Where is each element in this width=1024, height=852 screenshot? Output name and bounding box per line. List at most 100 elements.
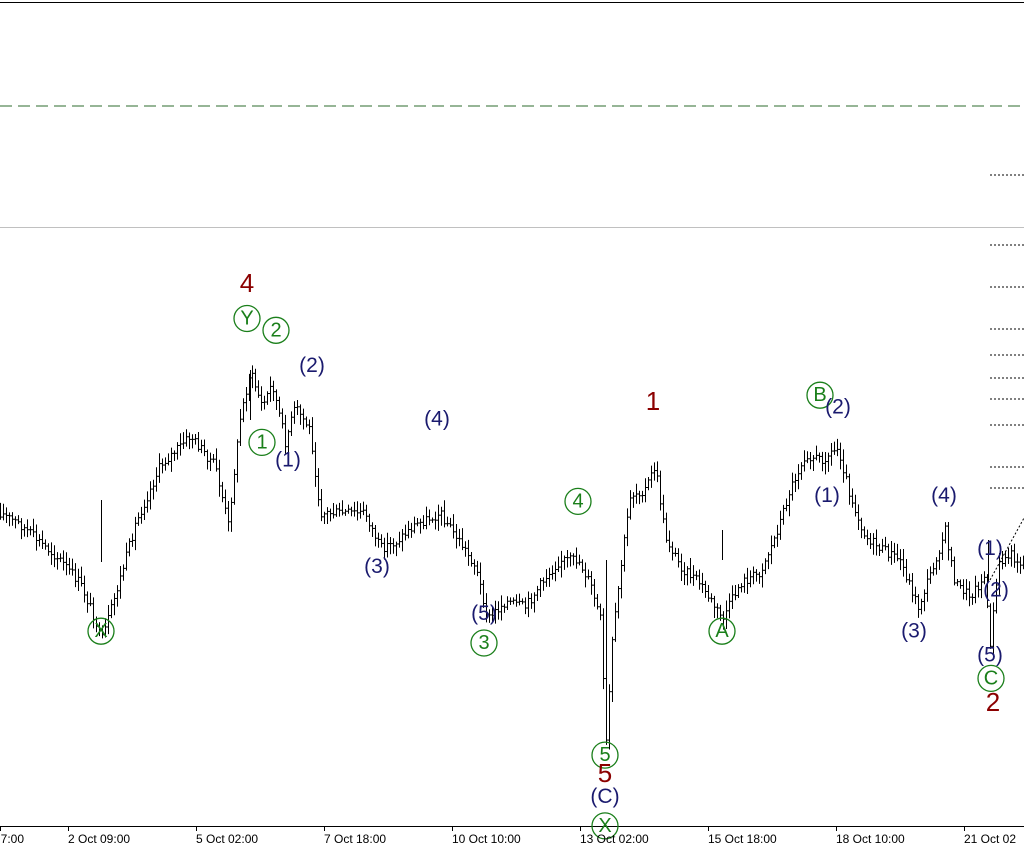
price-bar [815, 445, 818, 461]
price-bar [26, 519, 29, 538]
price-bar [146, 491, 149, 513]
price-bar [584, 562, 587, 588]
price-bar [1016, 553, 1019, 573]
price-bar [356, 501, 359, 521]
price-bar [776, 524, 779, 547]
price-bar [938, 550, 941, 570]
price-bar [32, 518, 35, 538]
wave-label-text: Y [240, 308, 253, 330]
price-bar [374, 525, 377, 547]
price-bar [353, 501, 356, 517]
wave-label-26: C [977, 664, 1005, 693]
wave-label-text: C [984, 667, 998, 689]
price-bar [335, 504, 338, 517]
price-bar [473, 559, 476, 575]
x-tick-label: 5 Oct 02:00 [196, 832, 258, 846]
price-bar [464, 541, 467, 557]
price-bar [179, 433, 182, 456]
wave-label-text: (C) [590, 785, 619, 808]
price-bar [686, 566, 689, 586]
price-bar [230, 497, 233, 532]
price-bar [233, 469, 236, 505]
price-bar [131, 533, 134, 547]
price-bar [560, 550, 563, 578]
wave-label-text: 5 [599, 744, 610, 766]
price-bar [164, 457, 167, 471]
price-bar [794, 473, 797, 492]
price-bar [392, 538, 395, 554]
price-bar [506, 596, 509, 611]
wave-label-text: (1) [275, 449, 301, 472]
price-bar [119, 566, 122, 599]
price-bar [956, 579, 959, 587]
price-bar [206, 449, 209, 470]
price-bar [614, 602, 617, 642]
price-bar [554, 561, 557, 582]
price-bar [905, 559, 908, 583]
price-bar [980, 574, 983, 599]
price-bar [71, 558, 74, 576]
price-bar [1019, 556, 1022, 574]
price-bar [257, 380, 260, 398]
wave-label-12: 5 [591, 741, 619, 769]
price-bar [887, 543, 890, 562]
price-bar [104, 618, 107, 638]
price-bar [1001, 551, 1004, 570]
price-bar [2, 503, 5, 521]
price-bar [662, 494, 665, 524]
price-bar [536, 585, 539, 602]
price-bar [521, 598, 524, 605]
price-bar [299, 404, 302, 425]
price-bar [242, 398, 245, 423]
price-bar [23, 524, 26, 537]
price-bar [647, 476, 650, 491]
price-bar [263, 395, 266, 410]
price-bar [779, 510, 782, 540]
price-bar [44, 539, 47, 550]
price-bar [311, 417, 314, 455]
price-bar [209, 452, 212, 471]
wave-label-text: (3) [364, 555, 390, 578]
price-bar [269, 376, 272, 402]
price-bar [110, 599, 113, 619]
price-bar [509, 597, 512, 606]
price-bar [941, 532, 944, 561]
price-bar [911, 572, 914, 603]
wave-label-text: 5 [598, 758, 612, 788]
wave-label-text: (2) [299, 354, 325, 377]
price-bar [722, 611, 725, 630]
price-bar [332, 502, 335, 519]
price-bar [182, 432, 185, 450]
price-bar [440, 506, 443, 526]
price-bar [995, 578, 998, 614]
price-bar [338, 502, 341, 517]
price-bar [668, 530, 671, 553]
wave-label-10: 3 [470, 629, 498, 657]
price-bar [698, 569, 701, 590]
price-bar [53, 545, 56, 568]
price-bar [581, 559, 584, 573]
price-bar [302, 408, 305, 430]
price-bar [557, 556, 560, 572]
price-bar [368, 513, 371, 532]
price-bar [134, 516, 137, 551]
wave-label-text: 4 [240, 268, 254, 298]
wave-label-circle [806, 381, 834, 409]
price-bar [827, 452, 830, 472]
wave-label-21: (3) [901, 620, 927, 643]
price-bar [1004, 550, 1007, 567]
price-bar [899, 549, 902, 571]
price-bar [626, 508, 629, 547]
x-tick-label: 13 Oct 02:00 [580, 832, 649, 846]
wave-label-4: (2) [299, 354, 325, 377]
price-bar [836, 438, 839, 457]
price-bar [221, 481, 224, 503]
wave-label-circle [977, 664, 1005, 693]
price-bar [677, 548, 680, 568]
price-bar [455, 524, 458, 549]
price-bar [524, 597, 527, 615]
price-bar [152, 479, 155, 500]
price-bar [284, 414, 287, 454]
price-bar [203, 439, 206, 457]
